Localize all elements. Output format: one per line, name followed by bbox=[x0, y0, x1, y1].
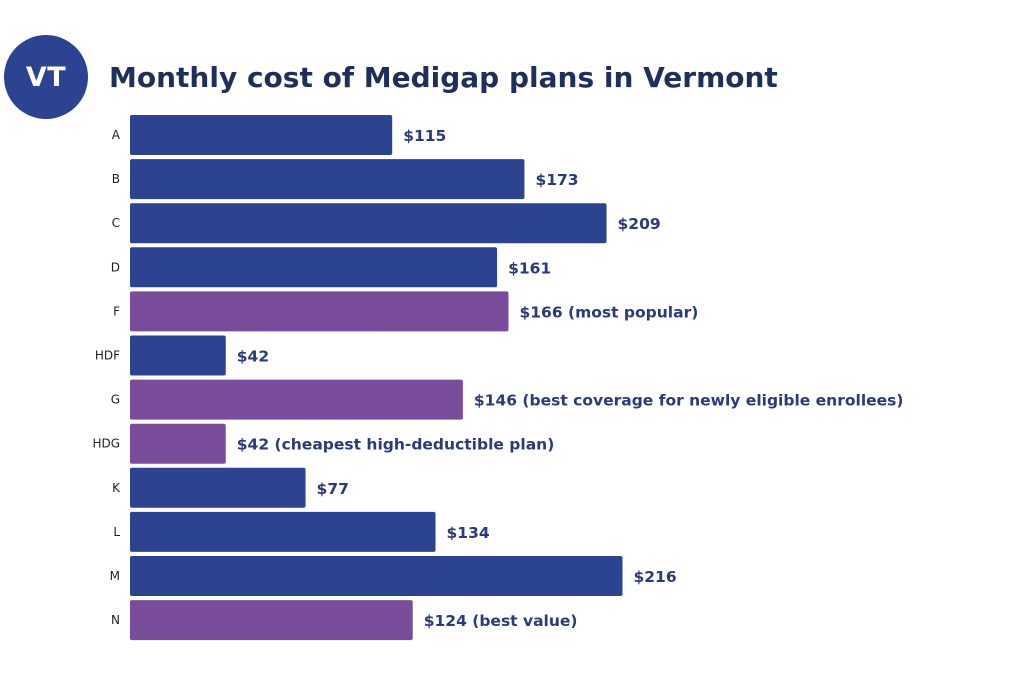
value-label: $42 (cheapest high-deductible plan) bbox=[237, 436, 555, 454]
value-label: $115 bbox=[403, 127, 446, 145]
value-label: $209 bbox=[618, 215, 661, 233]
value-label: $77 bbox=[317, 480, 349, 498]
category-label: F bbox=[113, 304, 120, 318]
value-label: $134 bbox=[447, 524, 490, 542]
value-label: $161 bbox=[508, 259, 551, 277]
bar-l bbox=[130, 511, 436, 552]
category-label: B bbox=[112, 172, 120, 186]
category-label: C bbox=[112, 216, 120, 230]
category-label: HDF bbox=[95, 349, 120, 363]
category-label: K bbox=[112, 481, 121, 495]
value-label: $173 bbox=[535, 171, 578, 189]
bar-hdg bbox=[130, 423, 226, 464]
category-label: A bbox=[112, 128, 121, 142]
state-badge: VT bbox=[4, 35, 88, 119]
category-label: G bbox=[111, 393, 120, 407]
bar-a bbox=[130, 115, 393, 155]
chart-title: Monthly cost of Medigap plans in Vermont bbox=[109, 61, 778, 94]
category-label: D bbox=[111, 260, 120, 274]
bar-g bbox=[130, 379, 463, 420]
bar-n bbox=[130, 600, 413, 641]
category-label: M bbox=[110, 569, 120, 583]
value-label: $124 (best value) bbox=[424, 612, 578, 630]
category-label: HDG bbox=[92, 437, 120, 451]
bar-k bbox=[130, 467, 306, 508]
bar-c bbox=[130, 203, 607, 244]
bar-hdf bbox=[130, 335, 226, 376]
value-label: $146 (best coverage for newly eligible e… bbox=[474, 392, 904, 410]
category-label: L bbox=[113, 525, 120, 539]
bar-d bbox=[130, 247, 498, 288]
bar-f bbox=[130, 291, 509, 332]
bar-b bbox=[130, 159, 525, 200]
category-label: N bbox=[111, 613, 120, 627]
bar-m bbox=[130, 556, 623, 596]
value-label: $216 bbox=[633, 568, 676, 586]
value-label: $166 (most popular) bbox=[519, 303, 698, 321]
value-label: $42 bbox=[237, 348, 269, 366]
